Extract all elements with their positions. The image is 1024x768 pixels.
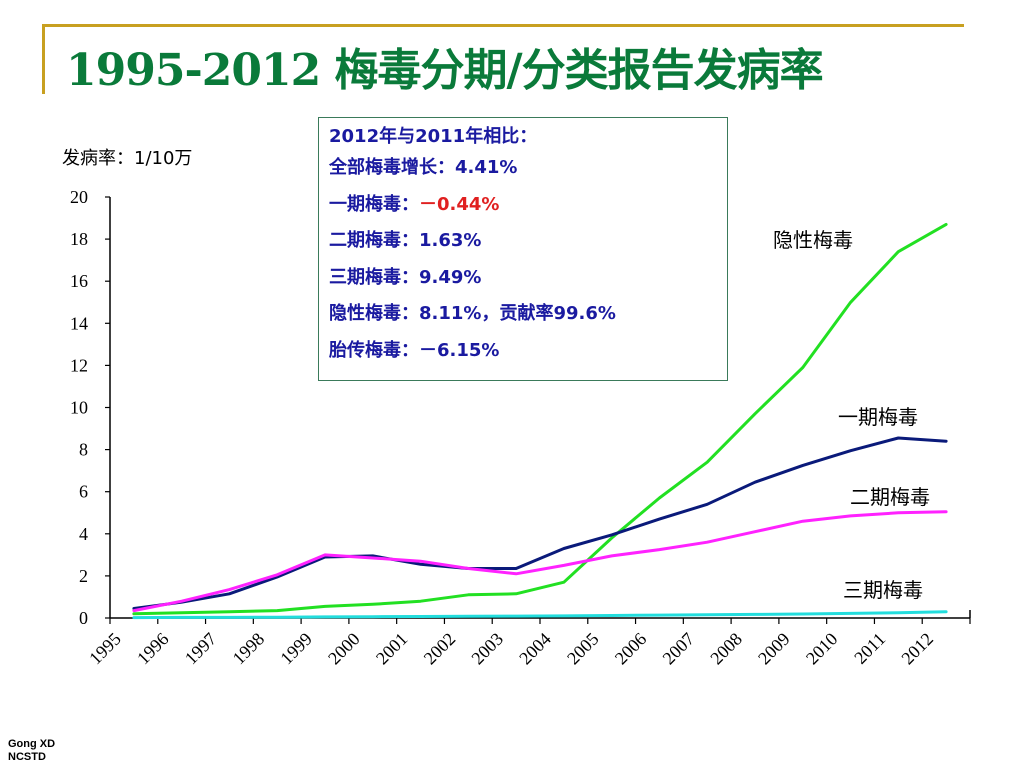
- author-credit: Gong XD NCSTD: [8, 738, 55, 764]
- series-line-1: [132, 436, 948, 610]
- x-tick-label: 2008: [706, 629, 746, 669]
- x-tick-label: 2003: [467, 629, 507, 669]
- x-tick-label: 2012: [897, 629, 937, 669]
- y-tick-label: 2: [79, 566, 88, 586]
- x-tick-label: 1999: [276, 629, 316, 669]
- x-tick-label: 1996: [133, 629, 173, 669]
- annotation-line-2: 全部梅毒增长：4.41%: [329, 157, 518, 178]
- x-tick-label: 2004: [515, 629, 555, 669]
- x-tick-label: 2001: [372, 629, 412, 669]
- annotation-line-5: 三期梅毒：9.49%: [329, 266, 482, 288]
- series-line-0: [132, 222, 948, 616]
- annotation-line-3: 一期梅毒：－0.44%: [329, 187, 717, 224]
- comparison-annotation-box: 2012年与2011年相比： 全部梅毒增长：4.41% 一期梅毒：－0.44% …: [318, 117, 728, 381]
- x-tick-label: 2009: [754, 629, 794, 669]
- x-tick-label: 2000: [324, 629, 364, 669]
- y-tick-label: 10: [70, 398, 88, 418]
- annotation-line-3-label: 一期梅毒：: [329, 193, 419, 215]
- y-tick-label: 14: [70, 313, 88, 333]
- series-label-latent: 隐性梅毒: [773, 228, 853, 252]
- y-tick-label: 12: [70, 355, 88, 375]
- x-tick-label: 2007: [659, 629, 699, 669]
- series-label-primary: 一期梅毒: [838, 405, 918, 429]
- x-tick-label: 1995: [85, 629, 125, 669]
- annotation-line-3-value: －0.44%: [419, 193, 500, 215]
- x-tick-label: 2006: [611, 629, 651, 669]
- x-tick-label: 2011: [850, 629, 889, 668]
- y-tick-label: 0: [79, 608, 88, 628]
- annotation-line-4: 二期梅毒：1.63%: [329, 230, 482, 251]
- y-tick-label: 6: [79, 482, 88, 502]
- x-tick-label: 2010: [802, 629, 842, 669]
- frame-left-rule: [42, 24, 45, 94]
- annotation-line-7: 胎传梅毒：－6.15%: [329, 339, 500, 361]
- frame-top-rule: [42, 24, 964, 27]
- credit-line-2: NCSTD: [8, 751, 46, 763]
- y-tick-label: 16: [70, 271, 88, 291]
- y-tick-label: 8: [79, 440, 88, 460]
- slide-title: 1995-2012 梅毒分期/分类报告发病率: [66, 45, 824, 96]
- series-line-2: [132, 510, 948, 613]
- x-tick-label: 1997: [181, 629, 221, 669]
- x-tick-label: 2005: [563, 629, 603, 669]
- x-tick-label: 1998: [229, 629, 269, 669]
- annotation-line-6: 隐性梅毒：8.11%，贡献率99.6%: [329, 303, 616, 324]
- y-tick-label: 4: [79, 524, 88, 544]
- annotation-line-1: 2012年与2011年相比：: [329, 126, 538, 147]
- series-label-tertiary: 三期梅毒: [843, 578, 923, 602]
- y-axis-label: 发病率：1/10万: [62, 148, 193, 169]
- series-label-secondary: 二期梅毒: [850, 485, 930, 509]
- x-tick-label: 2002: [420, 629, 460, 669]
- y-tick-label: 20: [70, 187, 88, 207]
- series-line-3: [132, 610, 948, 620]
- y-tick-label: 18: [70, 229, 88, 249]
- credit-line-1: Gong XD: [8, 738, 56, 750]
